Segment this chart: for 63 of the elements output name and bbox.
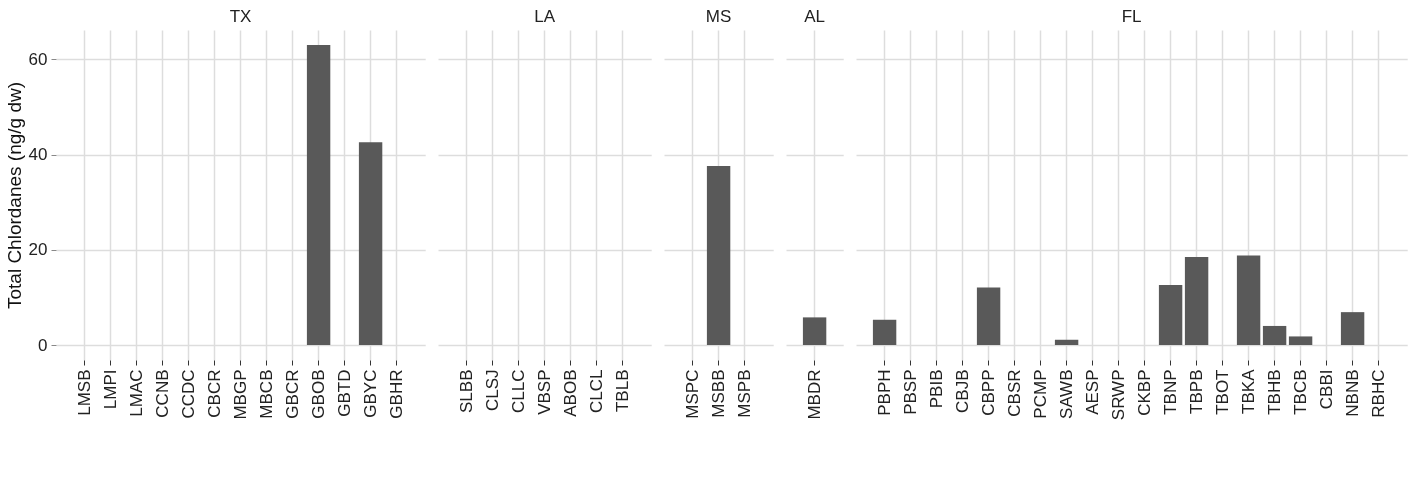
- y-tick-label: 40: [28, 145, 48, 165]
- x-tick-label: CBBI: [1316, 369, 1336, 410]
- x-tick-label: PBPH: [874, 369, 894, 416]
- bar: [1236, 255, 1261, 345]
- x-tick-label: CCNB: [152, 369, 172, 418]
- x-tick-label: TBOT: [1212, 369, 1232, 415]
- x-tick-label: TBLB: [612, 369, 632, 413]
- x-tick-label: TBCB: [1290, 369, 1310, 415]
- x-tick-label: ABOB: [560, 369, 580, 417]
- x-tick-label: CBSR: [1004, 369, 1024, 417]
- bar: [1158, 285, 1183, 345]
- x-tick-label: MSPB: [734, 369, 754, 418]
- y-axis-title: Total Chlordanes (ng/g dw): [3, 81, 25, 310]
- x-tick-label: TBKA: [1238, 368, 1258, 414]
- x-tick-label: MBDR: [804, 369, 824, 420]
- x-tick-label: CLSJ: [482, 369, 502, 412]
- chart-title: MS: [705, 7, 732, 26]
- x-tick-label: CKBP: [1134, 369, 1154, 416]
- x-tick-label: SAWB: [1056, 369, 1076, 419]
- x-tick-label: LMAC: [126, 369, 146, 417]
- y-tick-label: 20: [28, 240, 48, 260]
- x-tick-label: MSPC: [682, 369, 702, 419]
- chart-title: TX: [229, 7, 252, 26]
- x-tick-label: CBJB: [952, 369, 972, 413]
- bar: [1340, 312, 1365, 345]
- bar: [976, 287, 1001, 345]
- x-tick-label: GBCR: [282, 369, 302, 419]
- bar: [1184, 256, 1209, 345]
- x-tick-label: GBHR: [386, 369, 406, 419]
- y-tick-label: 60: [28, 49, 48, 69]
- x-tick-label: TBHB: [1264, 369, 1284, 415]
- x-tick-label: AESP: [1082, 369, 1102, 415]
- x-tick-label: NBNB: [1342, 369, 1362, 417]
- chart-title: FL: [1121, 7, 1142, 26]
- x-tick-label: MSBB: [708, 369, 728, 418]
- x-tick-label: LMPI: [100, 369, 120, 410]
- x-tick-label: PCMP: [1030, 369, 1050, 419]
- x-tick-label: RBHC: [1368, 369, 1388, 418]
- x-tick-label: PBSP: [900, 369, 920, 415]
- x-tick-label: CCDC: [178, 369, 198, 419]
- x-tick-label: CLCL: [586, 369, 606, 413]
- x-tick-label: CLLC: [508, 369, 528, 413]
- x-tick-label: TBPB: [1186, 369, 1206, 414]
- y-tick-label: 0: [38, 335, 48, 355]
- x-tick-label: MBGP: [230, 369, 250, 420]
- x-tick-label: MBCB: [256, 369, 276, 419]
- x-tick-label: TBNP: [1160, 369, 1180, 415]
- x-tick-label: SLBB: [456, 369, 476, 413]
- x-tick-label: PBIB: [926, 369, 946, 409]
- x-tick-label: GBYC: [360, 369, 380, 418]
- bar: [1288, 336, 1313, 345]
- x-tick-label: SRWP: [1108, 369, 1128, 421]
- x-tick-label: GBTD: [334, 369, 354, 417]
- x-tick-label: GBOB: [308, 369, 328, 419]
- bar: [1054, 339, 1079, 345]
- chart-title: LA: [534, 7, 556, 26]
- x-tick-label: CBCR: [204, 369, 224, 418]
- bar: [1262, 325, 1287, 345]
- bar: [872, 319, 897, 345]
- x-tick-label: CBPP: [978, 369, 998, 416]
- x-tick-label: VBSP: [534, 369, 554, 415]
- chart-title: AL: [804, 7, 825, 26]
- x-tick-label: LMSB: [74, 369, 94, 416]
